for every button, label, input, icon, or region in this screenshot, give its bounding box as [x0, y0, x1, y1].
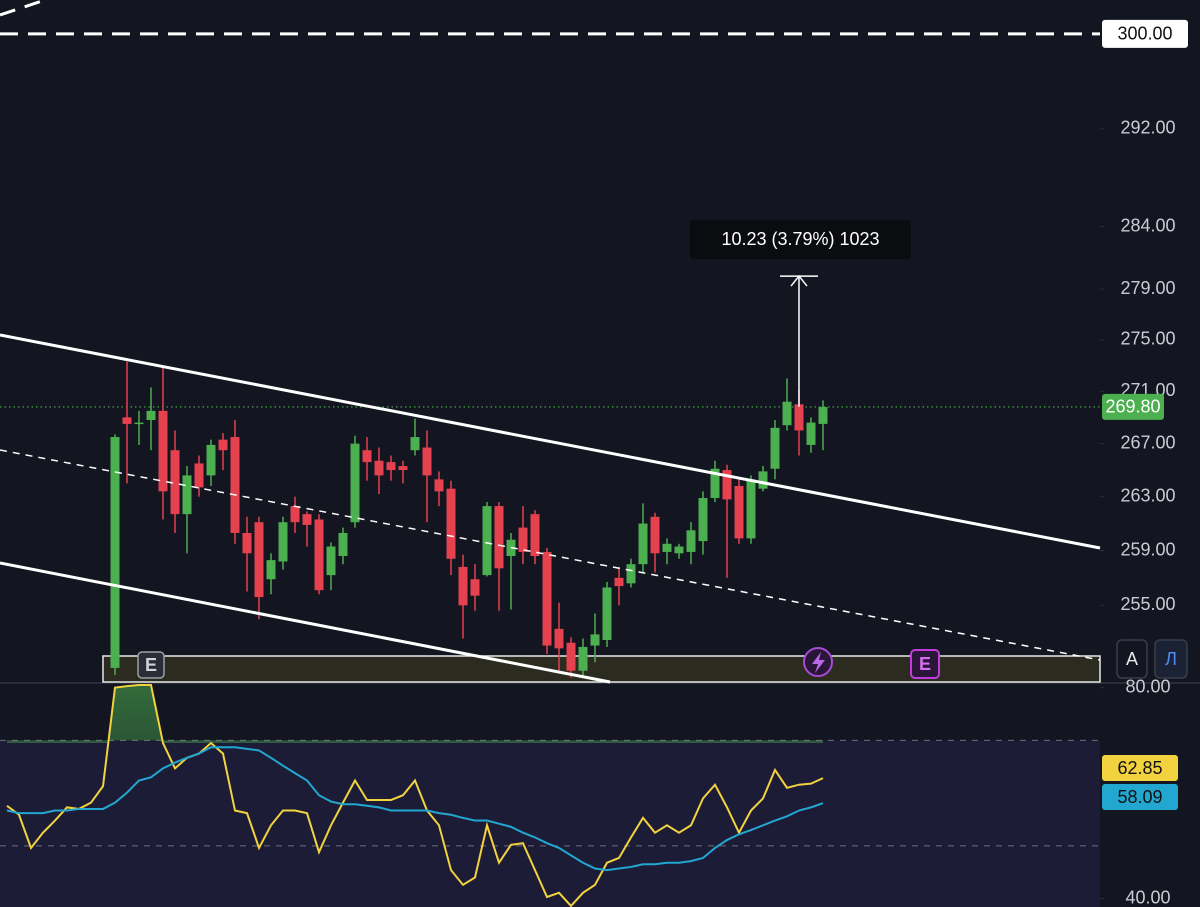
- candle-body: [722, 470, 732, 500]
- candle-body: [326, 546, 336, 576]
- candle-body: [398, 466, 408, 471]
- lightning-glyph: [812, 652, 825, 673]
- scale-button-label: A: [1126, 649, 1138, 669]
- candle-body: [698, 498, 708, 542]
- rsi-band: [0, 740, 1100, 907]
- scale-button[interactable]: [1154, 639, 1188, 679]
- measure-label: 10.23 (3.79%) 1023: [721, 229, 879, 249]
- candle-body: [482, 506, 492, 576]
- y-tick-label: 259.00: [1120, 539, 1175, 559]
- candle-body: [794, 404, 804, 431]
- candle-body: [446, 488, 456, 559]
- candle-body: [626, 564, 636, 584]
- candle-body: [782, 401, 792, 426]
- candle-body: [410, 437, 420, 451]
- candle-body: [554, 628, 564, 649]
- candle-body: [182, 475, 192, 515]
- candle-body: [470, 579, 480, 596]
- candle-body: [542, 551, 552, 646]
- scale-button-label: Л: [1165, 649, 1177, 669]
- event-icon[interactable]: [137, 651, 165, 679]
- candle-body: [302, 514, 312, 525]
- candle-body: [338, 532, 348, 557]
- candle-body: [230, 437, 240, 533]
- candle-body: [662, 543, 672, 552]
- candle-body: [122, 417, 132, 424]
- candle-body: [746, 479, 756, 539]
- candle-body: [806, 422, 816, 445]
- y-tick-label: 40.00: [1125, 887, 1170, 907]
- event-icon[interactable]: [910, 649, 940, 679]
- candle-body: [194, 463, 204, 488]
- channel-lower: [0, 561, 611, 684]
- last-value-label: 62.85: [1117, 758, 1162, 778]
- candle-body: [530, 514, 540, 557]
- candle-body: [158, 410, 168, 492]
- y-tick-label: 263.00: [1120, 485, 1175, 505]
- candle-body: [758, 471, 768, 489]
- candle-body: [710, 468, 720, 499]
- candle-body: [218, 439, 228, 451]
- scale-button[interactable]: [1116, 639, 1148, 679]
- candle-body: [770, 427, 780, 469]
- candle-body: [614, 577, 624, 587]
- candle-body: [170, 450, 180, 515]
- candle-body: [266, 560, 276, 580]
- candle-body: [386, 462, 396, 471]
- drawing-line: [0, 0, 50, 17]
- candle-body: [650, 516, 660, 554]
- candle-body: [818, 406, 828, 424]
- candle-body: [578, 646, 588, 671]
- last-value-box: [1102, 755, 1178, 781]
- price-label-box: [1102, 393, 1164, 420]
- candle-body: [602, 587, 612, 640]
- candle-body: [278, 522, 288, 562]
- rsi-line: [6, 684, 824, 907]
- last-value-box: [1102, 784, 1178, 810]
- measure-box: [690, 220, 911, 260]
- candle-body: [362, 450, 372, 463]
- candle-body: [674, 546, 684, 554]
- candle-body: [314, 519, 324, 591]
- y-tick-label: 267.00: [1120, 432, 1175, 452]
- y-tick-label: 80.00: [1125, 676, 1170, 696]
- candle-body: [110, 437, 120, 668]
- y-tick-label: 284.00: [1120, 215, 1175, 235]
- channel-middle: [0, 449, 1101, 661]
- channel-upper: [0, 333, 1101, 550]
- candle-body: [290, 506, 300, 523]
- candle-body: [422, 447, 432, 476]
- candle-body: [518, 527, 528, 552]
- y-tick-label: 275.00: [1120, 329, 1175, 349]
- event-label: E: [145, 655, 157, 675]
- alert-label-box: [1102, 19, 1188, 48]
- candle-body: [374, 460, 384, 476]
- last-value-label: 58.09: [1117, 787, 1162, 807]
- y-tick-label: 292.00: [1120, 118, 1175, 138]
- candle-body: [206, 444, 216, 476]
- candle-body: [566, 642, 576, 671]
- y-tick-label: 279.00: [1120, 278, 1175, 298]
- rsi-line: [6, 746, 824, 872]
- y-tick-label: 255.00: [1120, 594, 1175, 614]
- candle-body: [638, 523, 648, 565]
- candle-body: [242, 532, 252, 554]
- candle-body: [434, 479, 444, 492]
- alert-label: 300.00: [1117, 24, 1172, 44]
- candle-body: [350, 443, 360, 523]
- price-label: 269.80: [1105, 397, 1160, 417]
- event-label: E: [919, 654, 931, 674]
- candle-body: [590, 634, 600, 646]
- candle-body: [494, 506, 504, 569]
- candle-body: [458, 566, 468, 606]
- measure-arrow: [790, 274, 808, 287]
- candle-body: [146, 410, 156, 420]
- events-strip: [102, 655, 1101, 683]
- candle-body: [254, 522, 264, 598]
- candle-body: [134, 422, 144, 425]
- candle-body: [734, 486, 744, 539]
- candle-body: [686, 530, 696, 552]
